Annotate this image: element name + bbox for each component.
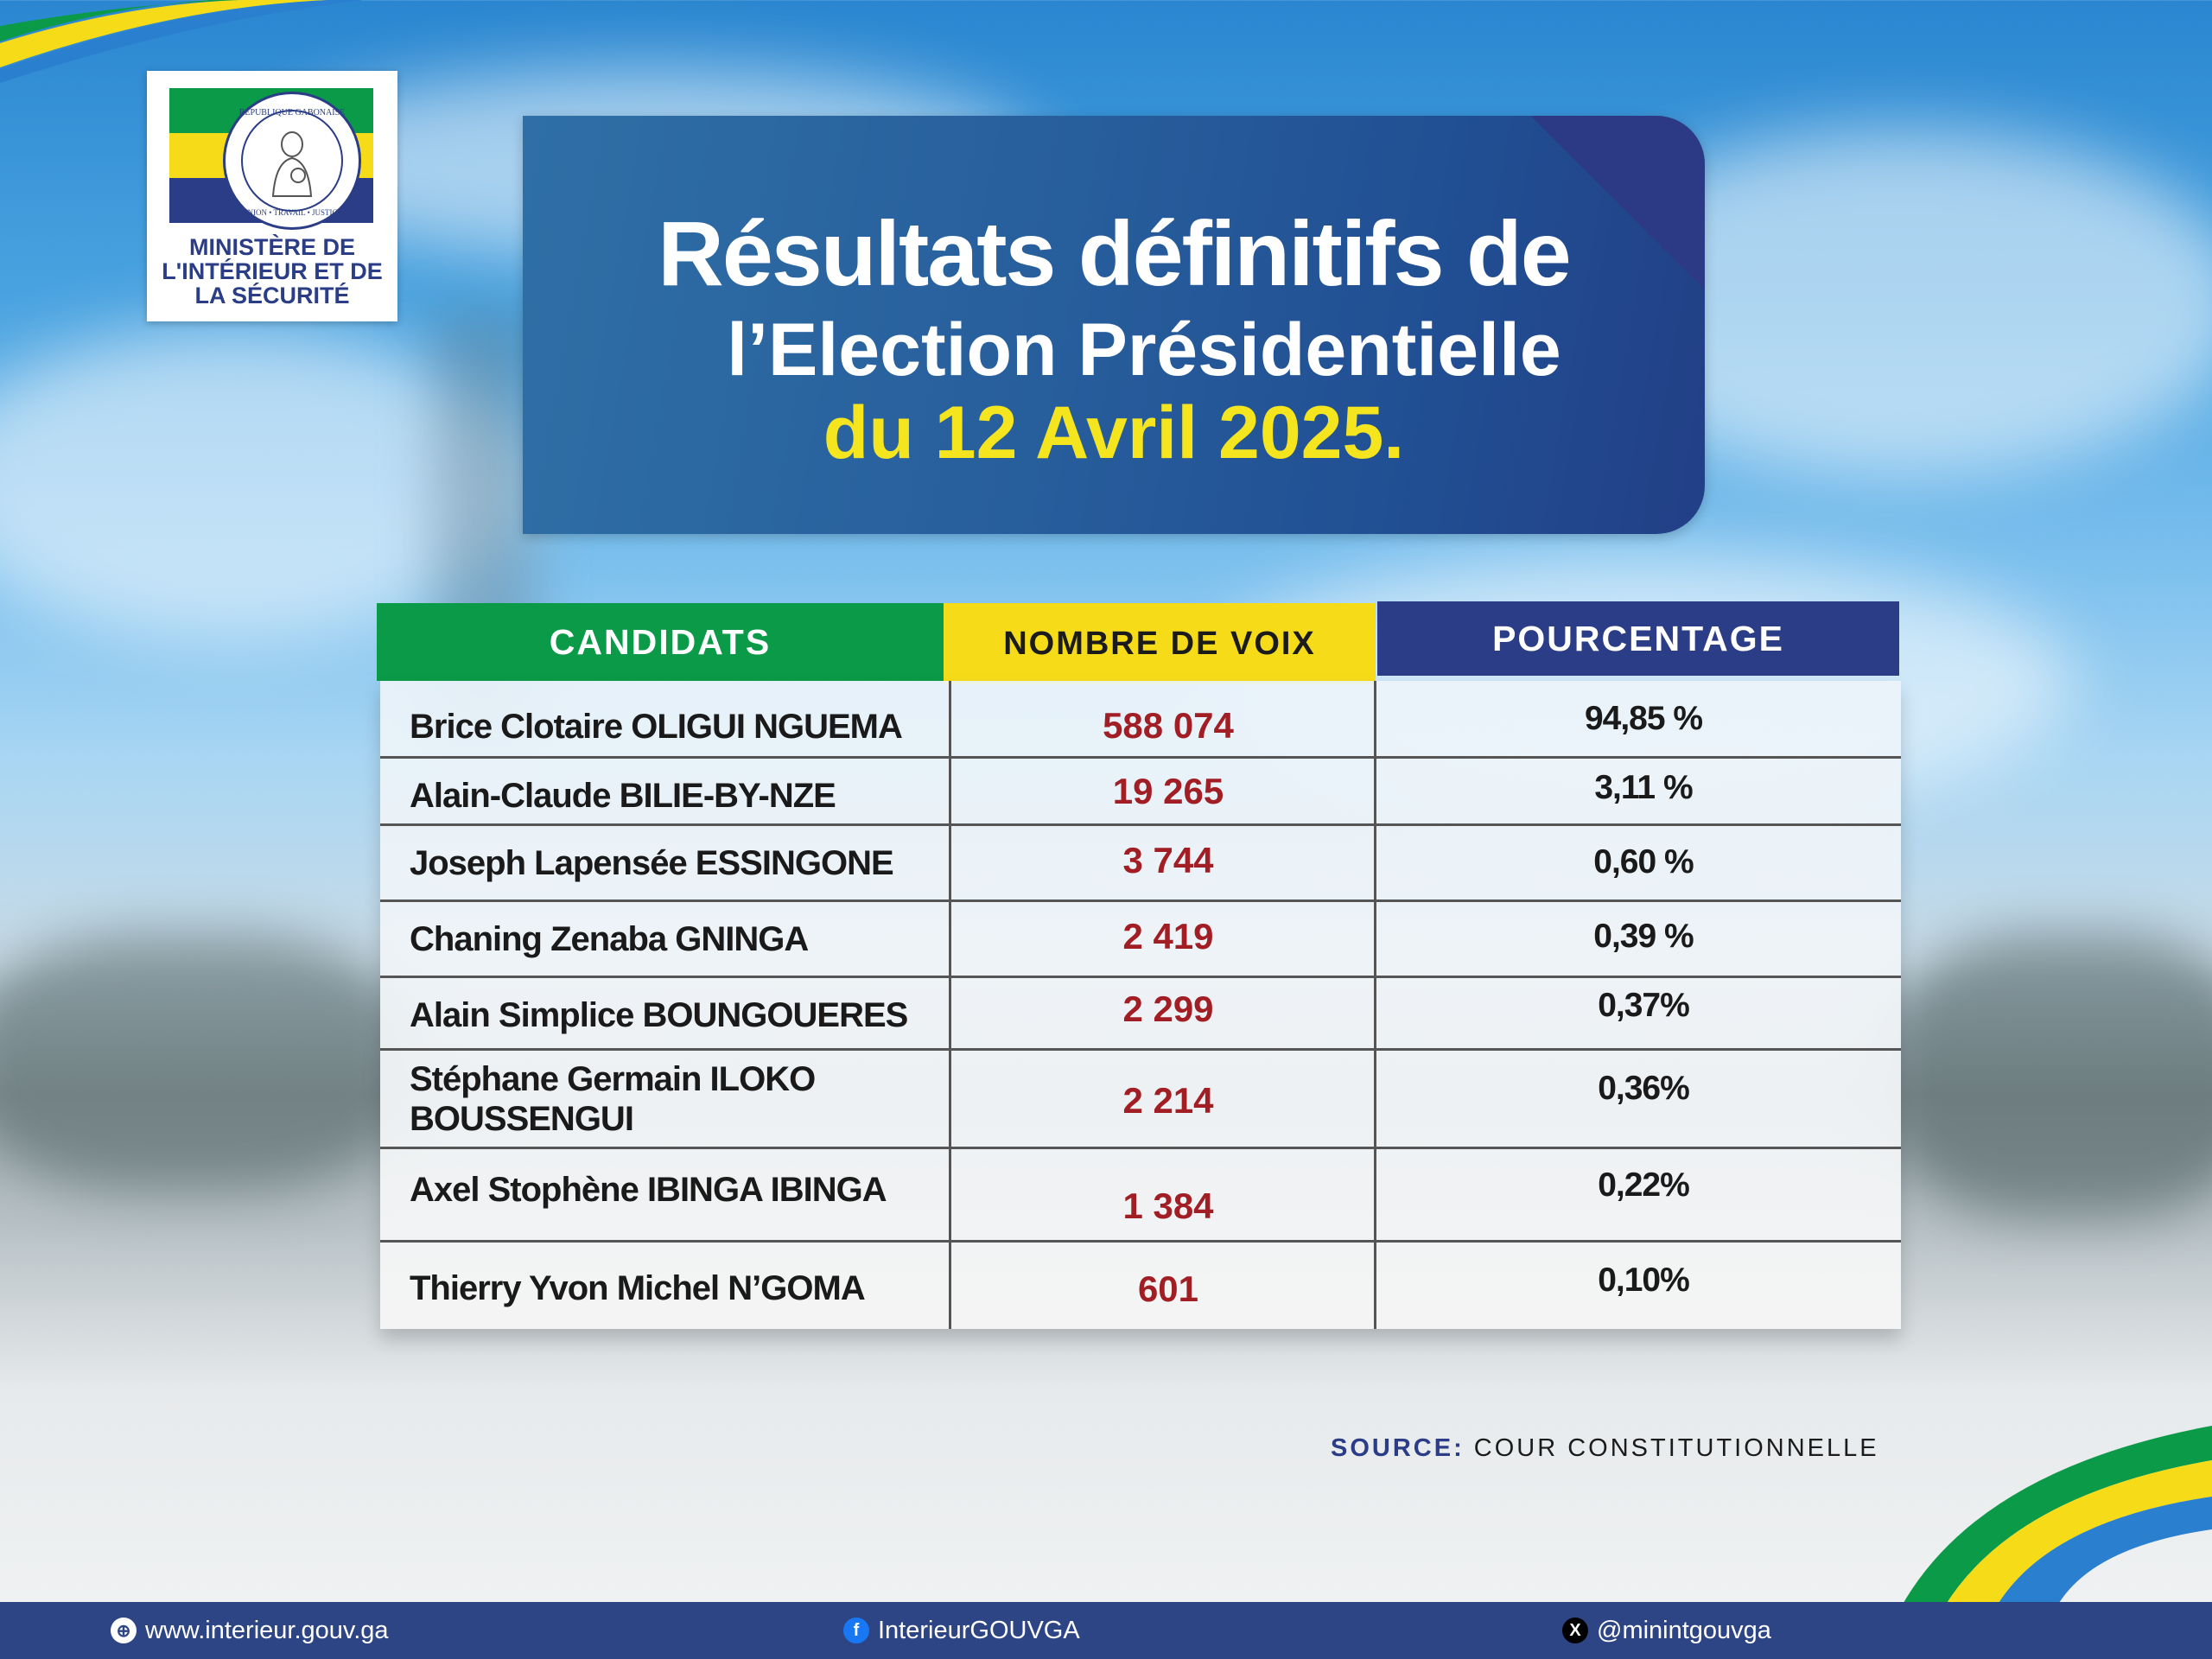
title-date: du 12 Avril 2025.: [823, 391, 1405, 474]
globe-icon: ⊕: [111, 1618, 137, 1643]
footer-bar: ⊕ www.interieur.gouv.ga f InterieurGOUVG…: [0, 1602, 2212, 1659]
header-votes: NOMBRE DE VOIX: [944, 603, 1376, 684]
candidate-name: Joseph Lapensée ESSINGONE: [410, 844, 894, 882]
candidate-percent: 0,60 %: [1593, 843, 1694, 880]
candidate-name: Stéphane Germain ILOKO BOUSSENGUI: [410, 1060, 816, 1138]
x-text: @minintgouvga: [1597, 1616, 1771, 1644]
ministry-line: LA SÉCURITÉ: [194, 283, 350, 308]
coat-of-arms-seal: RÉPUBLIQUE GABONAISE UNION • TRAVAIL • J…: [223, 92, 361, 230]
header-candidates: CANDIDATS: [377, 603, 944, 681]
results-table: CANDIDATS NOMBRE DE VOIX POURCENTAGE Bri…: [377, 600, 1901, 1334]
table-row: Brice Clotaire OLIGUI NGUEMA 588 074 94,…: [380, 681, 1901, 759]
table-row: Alain-Claude BILIE-BY-NZE 19 265 3,11 %: [380, 759, 1901, 826]
table-row: Chaning Zenaba GNINGA 2 419 0,39 %: [380, 902, 1901, 978]
column-divider: [949, 681, 951, 1329]
background-trees: [0, 933, 415, 1192]
candidate-percent: 0,10%: [1598, 1262, 1690, 1299]
ministry-line: L'INTÉRIEUR ET DE: [162, 258, 383, 284]
banner-corner-accent: [1463, 116, 1705, 289]
table-row: Joseph Lapensée ESSINGONE 3 744 0,60 %: [380, 826, 1901, 902]
background-trees: [1884, 933, 2212, 1218]
candidate-percent: 0,37%: [1598, 987, 1690, 1024]
table-row: Stéphane Germain ILOKO BOUSSENGUI 2 214 …: [380, 1051, 1901, 1149]
source-note: SOURCE: COUR CONSTITUTIONNELLE: [1331, 1434, 1879, 1463]
candidate-percent: 0,39 %: [1593, 918, 1694, 955]
candidate-votes: 19 265: [1112, 771, 1224, 811]
source-value: COUR CONSTITUTIONNELLE: [1473, 1434, 1879, 1462]
candidate-percent: 3,11 %: [1594, 769, 1693, 806]
candidate-votes: 601: [1137, 1268, 1199, 1309]
title-line-2: l’Election Présidentielle: [727, 308, 1561, 391]
facebook-icon: f: [843, 1618, 869, 1643]
gabon-flag: RÉPUBLIQUE GABONAISE UNION • TRAVAIL • J…: [169, 88, 373, 230]
source-label: SOURCE:: [1331, 1434, 1465, 1462]
footer-website-link[interactable]: ⊕ www.interieur.gouv.ga: [111, 1602, 389, 1659]
candidate-percent: 94,85 %: [1584, 700, 1703, 737]
flag-ribbon-bottom: [1849, 1417, 2212, 1607]
candidate-name: Axel Stophène IBINGA IBINGA: [410, 1171, 887, 1209]
ministry-line: MINISTÈRE DE: [188, 234, 356, 260]
candidate-votes: 2 419: [1122, 916, 1214, 957]
candidate-name: Thierry Yvon Michel N’GOMA: [410, 1269, 866, 1307]
seal-bottom-text: UNION • TRAVAIL • JUSTICE: [242, 208, 342, 217]
seal-top-text: RÉPUBLIQUE GABONAISE: [239, 107, 346, 118]
candidate-percent: 0,36%: [1598, 1070, 1690, 1107]
ministry-logo: RÉPUBLIQUE GABONAISE UNION • TRAVAIL • J…: [147, 71, 397, 321]
candidate-votes: 3 744: [1122, 840, 1214, 880]
candidate-votes: 2 299: [1122, 988, 1214, 1029]
website-text: www.interieur.gouv.ga: [145, 1616, 389, 1644]
footer-facebook-link[interactable]: f InterieurGOUVGA: [843, 1602, 1080, 1659]
candidate-name: Alain-Claude BILIE-BY-NZE: [410, 777, 836, 815]
candidate-votes: 2 214: [1122, 1080, 1214, 1121]
candidate-name: Chaning Zenaba GNINGA: [410, 920, 809, 958]
column-divider: [1374, 681, 1376, 1329]
table-row: Alain Simplice BOUNGOUERES 2 299 0,37%: [380, 978, 1901, 1051]
candidate-name: Brice Clotaire OLIGUI NGUEMA: [410, 708, 903, 746]
table-body: Brice Clotaire OLIGUI NGUEMA 588 074 94,…: [380, 681, 1901, 1329]
table-row: Axel Stophène IBINGA IBINGA 1 384 0,22%: [380, 1149, 1901, 1243]
candidate-votes: 1 384: [1122, 1185, 1214, 1226]
candidate-votes: 588 074: [1103, 705, 1234, 746]
background-cloud: [0, 328, 536, 639]
flag-ribbon-top: [0, 0, 449, 95]
header-percentage: POURCENTAGE: [1377, 601, 1899, 676]
candidate-name: Alain Simplice BOUNGOUERES: [410, 996, 908, 1034]
title-line-1: Résultats définitifs de: [658, 203, 1571, 305]
title-banner: Résultats définitifs de l’Election Prési…: [523, 116, 1705, 534]
x-icon: X: [1562, 1618, 1588, 1643]
facebook-text: InterieurGOUVGA: [878, 1616, 1080, 1644]
candidate-percent: 0,22%: [1598, 1166, 1690, 1204]
ministry-name: MINISTÈRE DE L'INTÉRIEUR ET DE LA SÉCURI…: [147, 235, 397, 308]
footer-x-link[interactable]: X @minintgouvga: [1562, 1602, 1771, 1659]
table-row: Thierry Yvon Michel N’GOMA 601 0,10%: [380, 1243, 1901, 1329]
